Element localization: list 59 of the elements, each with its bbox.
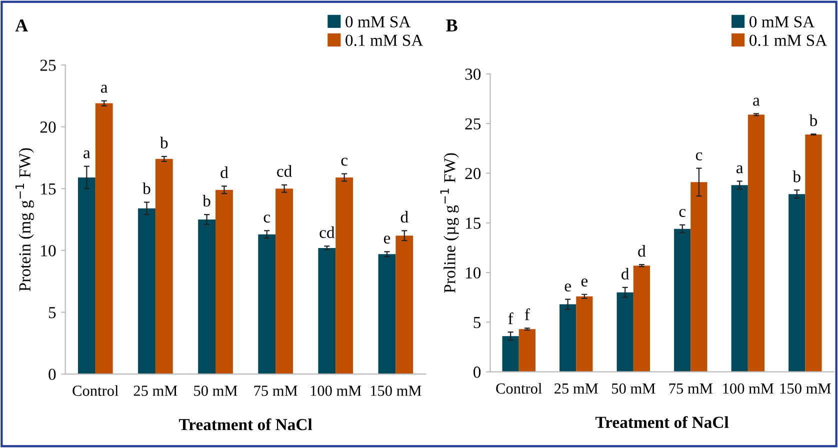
annotation: b [142,182,150,194]
x-tick-label: Control [72,385,118,396]
legend-label: 0 mM SA [750,16,815,28]
y-tick-label: 0 [474,366,481,378]
annotation: d [622,268,630,280]
annotation: a [753,98,760,106]
y-tick-label: 5 [474,317,481,328]
x-tick-label: 100 mM [310,386,362,396]
y-axis-title: Protein (mg g$^{−1}$ FW) [15,148,34,292]
x-tick-label: 50 mM [194,386,238,396]
legend-label: 0.1 mM SA [750,34,828,46]
annotation: b [160,136,168,148]
annotation: e [384,236,390,244]
annotation: d [220,166,228,178]
annotation: e [564,283,571,292]
y-axis-title: Proline (µg g$^{−1}$ FW) [440,153,459,293]
y-tick-label: 10 [466,267,481,278]
y-tick-label: 25 [465,118,481,130]
chart-title: B [446,20,458,32]
x-tick-label: 75 mM [669,384,712,394]
annotation: a [100,84,108,93]
annotation: b [809,114,818,126]
x-axis-title: Treatment of NaCl [595,416,729,428]
annotation: f [524,308,530,320]
y-tick-label: 0 [48,368,56,380]
x-tick-label: Control [496,382,542,394]
annotation: a [84,150,90,158]
y-tick-label: 15 [41,183,56,195]
annotation: c [341,158,348,166]
annotation: c [696,152,702,160]
annotation: d [638,245,646,257]
annotation: a [736,165,744,174]
annotation: c [264,214,270,223]
y-tick-label: 30 [465,68,481,80]
annotation: f [508,312,514,324]
x-tick-label: 150 mM [780,383,831,394]
annotation: d [400,210,408,223]
x-tick-label: 25 mM [134,386,178,396]
x-tick-label: 75 mM [254,386,298,396]
y-tick-label: 20 [40,121,56,133]
annotation: b [792,170,800,182]
x-tick-label: 50 mM [612,383,656,394]
y-tick-label: 25 [40,60,56,71]
y-tick-label: 10 [41,245,56,256]
annotation: cd [320,226,335,238]
annotation: b [202,194,210,207]
x-tick-label: 25 mM [554,383,598,394]
annotation: e [581,278,588,287]
x-tick-label: 100 mM [723,383,774,394]
chart-title: A [15,19,28,32]
annotation: cd [277,165,292,177]
legend-label: 0.1 mM SA [346,34,424,46]
x-tick-label: 150 mM [370,386,422,396]
y-tick-label: 5 [48,307,56,318]
y-tick-label: 15 [466,218,481,229]
x-axis-title: Treatment of NaCl [178,418,312,430]
legend-label: 0 mM SA [346,16,411,28]
y-tick-label: 20 [465,168,481,180]
annotation: c [679,208,686,218]
